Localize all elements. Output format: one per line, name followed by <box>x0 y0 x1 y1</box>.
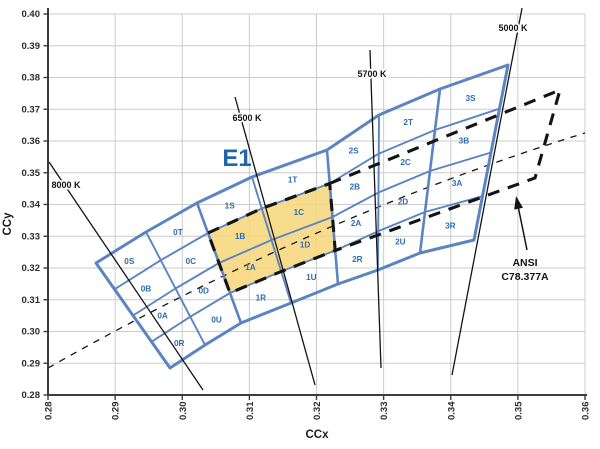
x-tick-label: 0.32 <box>312 402 323 421</box>
mesh-cct-boundary <box>94 261 172 370</box>
cct-line-5700k: 5700 K <box>356 49 389 369</box>
planckian-locus <box>47 132 586 369</box>
y-tick-label: 0.38 <box>22 73 41 84</box>
ansi-overlay: ANSI C78.377A <box>206 87 563 296</box>
x-tick-label: 0.30 <box>178 402 189 421</box>
bin-label: 0D <box>198 286 209 295</box>
mesh-cct-boundary <box>472 63 510 242</box>
cct-label: 8000 K <box>51 180 81 190</box>
y-tick-label: 0.39 <box>22 41 41 52</box>
bin-label: 0T <box>173 228 183 237</box>
bin-label: 0A <box>157 312 168 321</box>
x-tick-label: 0.28 <box>44 402 55 421</box>
y-axis-title: CCy <box>2 212 14 236</box>
x-tick-label: 0.33 <box>379 402 390 421</box>
mesh-cct-boundary <box>251 176 292 304</box>
bin-label: 2B <box>350 183 361 192</box>
x-tick-label: 0.34 <box>446 401 457 420</box>
bin-label: 1D <box>300 241 311 250</box>
y-tick-label: 0.32 <box>22 263 41 274</box>
mesh-row-line <box>95 63 509 265</box>
y-tick-label: 0.30 <box>22 327 41 338</box>
mesh-cct-boundary <box>418 87 442 255</box>
mesh-cct-boundary <box>145 231 206 346</box>
cct-line-5000k: 5000 K <box>451 7 530 376</box>
x-tick-label: 0.31 <box>245 401 256 420</box>
bin-label: 0R <box>174 339 185 348</box>
y-tick-label: 0.36 <box>22 136 41 147</box>
bin-label: 2D <box>398 198 409 207</box>
locus <box>47 132 586 369</box>
bin-label: 1B <box>235 232 246 241</box>
bin-label: 1S <box>225 201 236 210</box>
cct-label: 5000 K <box>498 23 528 33</box>
bin-label: 2R <box>352 255 363 264</box>
bin-label: 3R <box>445 221 456 230</box>
bin-label: 3B <box>459 137 470 146</box>
annotation-arrow-line <box>516 202 528 251</box>
x-tick-label: 0.36 <box>581 402 592 421</box>
bin-label: 0B <box>141 284 152 293</box>
bin-label: 1C <box>294 208 305 217</box>
cct-line <box>234 96 316 386</box>
region-label-group: E1 <box>222 145 251 172</box>
annotation-arrow-head <box>514 196 523 210</box>
bin-label: 3A <box>452 179 463 188</box>
mesh-cct-boundary <box>377 114 380 271</box>
axes: 0.28 0.29 0.30 0.31 0.32 0.33 0.34 0.35 0.36 0.28… <box>2 8 592 441</box>
x-tick-label: 0.35 <box>513 401 524 420</box>
region-label: E1 <box>222 145 251 172</box>
x-axis-title: CCx <box>305 429 329 441</box>
bin-label: 0U <box>211 315 222 324</box>
bin-label: 2C <box>400 158 411 167</box>
y-tick-label: 0.37 <box>22 104 41 115</box>
y-tick-label: 0.29 <box>22 358 41 369</box>
bin-label: 1A <box>245 263 256 272</box>
cct-line <box>48 161 204 391</box>
bin-label: 2S <box>349 147 360 156</box>
bin-label: 2T <box>403 118 413 127</box>
cct-line-6500k: 6500 K <box>231 96 316 386</box>
cct-line <box>451 7 523 376</box>
ansi-standard-label: C78.377A <box>501 271 549 283</box>
y-tick-label: 0.28 <box>22 390 41 401</box>
cct-line-8000k: 8000 K <box>48 161 204 391</box>
ansi-quadrangle-5000k <box>329 87 563 252</box>
x-tick-label: 0.29 <box>111 402 122 421</box>
mesh-row-line <box>169 238 475 370</box>
y-tick-label: 0.34 <box>22 200 41 211</box>
bin-label: 0C <box>186 257 197 266</box>
mesh-row-line <box>132 151 492 317</box>
y-tick-label: 0.31 <box>22 295 41 306</box>
cct-label: 6500 K <box>233 113 263 123</box>
cct-label: 5700 K <box>357 69 387 79</box>
bin-label: 0S <box>124 257 135 266</box>
y-tick-label: 0.40 <box>22 9 41 20</box>
bin-label: 1U <box>306 273 317 282</box>
y-tick-label: 0.35 <box>22 168 41 179</box>
bin-label: 2A <box>351 219 362 228</box>
bin-label: 1R <box>256 294 267 303</box>
y-tick-label: 0.33 <box>22 231 41 242</box>
mesh-row-line <box>150 195 483 343</box>
bin-label: 2U <box>395 238 406 247</box>
mesh-cct-boundary <box>325 148 340 286</box>
bin-label: 1T <box>288 176 298 185</box>
ansi-standard-label: ANSI <box>512 257 537 269</box>
cct-line <box>369 49 382 369</box>
bin-labels: 0S 0B 0A 0R 0T 0C 0D 0U 1S 1B 1A 1R 1T 1C 1D 1U 2S 2B 2A 2R… <box>124 94 476 348</box>
bin-label: 3S <box>466 94 477 103</box>
